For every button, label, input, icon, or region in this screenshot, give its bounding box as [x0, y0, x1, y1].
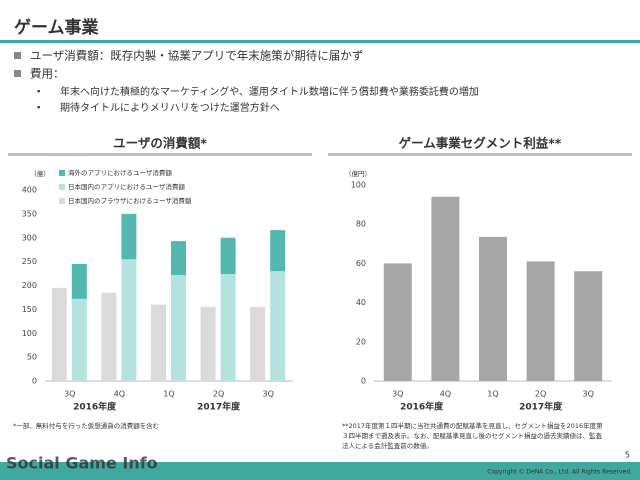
group-label: 2016年度	[400, 401, 444, 413]
legend-label: 海外のアプリにおけるユーザ消費額	[68, 168, 172, 177]
legend-label: 日本国内のアプリにおけるユーザ消費額	[68, 182, 185, 191]
y-tick-label: 80	[356, 220, 366, 229]
x-tick-label: 4Q	[440, 390, 451, 399]
page-number: 5	[625, 451, 630, 460]
y-tick-label: 0	[361, 377, 366, 386]
y-tick-label: 150	[22, 305, 37, 314]
unit-label: （億円）	[345, 169, 371, 178]
bar	[431, 196, 460, 381]
bar-segment	[71, 298, 87, 381]
bar-segment	[121, 259, 137, 381]
y-tick-label: 100	[22, 329, 37, 338]
bar-segment	[220, 237, 236, 275]
y-tick-label: 50	[27, 353, 37, 362]
chart-title: ゲーム事業セグメント利益**	[399, 136, 562, 151]
title-rule	[0, 40, 640, 43]
bullet: 費用：	[30, 67, 65, 81]
x-tick-label: 3Q	[583, 390, 594, 399]
y-tick-label: 300	[22, 233, 37, 242]
y-tick-label: 350	[22, 209, 37, 218]
x-tick-label: 1Q	[487, 390, 498, 399]
footnote: **2017年度第１四半期に当社共通費の配賦基準を見直し、セグメント損益を201…	[342, 421, 603, 430]
x-tick-label: 3Q	[392, 390, 403, 399]
bullet-icon	[14, 70, 21, 77]
bar	[574, 271, 603, 381]
x-tick-label: 2Q	[535, 390, 546, 399]
unit-label: （億）	[30, 169, 50, 178]
sub-bullet: 年末へ向けた積極的なマーケティングや、運用タイトル数増に伴う償却費や業務委託費の…	[60, 85, 479, 98]
bar	[151, 304, 166, 381]
y-tick-label: 250	[22, 257, 37, 266]
bullet-icon	[14, 52, 21, 59]
bar-segment	[171, 274, 186, 381]
x-tick-label: 2Q	[213, 390, 224, 399]
group-label: 2017年度	[197, 401, 241, 413]
y-tick-label: 100	[351, 181, 366, 190]
footnote: ３四半期まで遡及表示。なお、配賦基準見直し後のセグメント損益の過去実績値は、監査	[342, 431, 603, 440]
y-tick-label: 0	[32, 377, 37, 386]
sub-bullet-dot: •	[36, 104, 41, 114]
bar-segment	[270, 271, 286, 381]
bar	[101, 292, 117, 381]
x-tick-label: 3Q	[64, 390, 75, 399]
title-rule	[8, 153, 312, 156]
sub-bullet-dot: •	[36, 88, 41, 98]
bar-segment	[71, 264, 87, 299]
title-rule	[328, 153, 632, 156]
copyright: Copyright © DeNA Co., Ltd. All Rights Re…	[487, 469, 632, 476]
y-tick-label: 20	[356, 337, 366, 346]
group-label: 2017年度	[519, 401, 563, 413]
footnote: *一部、無料付与を行った仮想通貨の消費額を含む	[13, 421, 159, 430]
bar-segment	[121, 213, 137, 260]
legend-swatch	[59, 184, 65, 190]
y-tick-label: 40	[356, 298, 366, 307]
bar	[200, 306, 216, 381]
bar-segment	[270, 230, 286, 272]
slide-title: ゲーム事業	[14, 17, 99, 38]
bar-segment	[171, 241, 186, 275]
legend-label: 日本国内のブラウザにおけるユーザ消費額	[68, 196, 192, 205]
x-tick-label: 1Q	[163, 390, 174, 399]
chart-title: ユーザの消費額*	[113, 136, 207, 151]
y-tick-label: 400	[22, 186, 37, 195]
x-tick-label: 3Q	[263, 390, 274, 399]
legend-swatch	[59, 170, 65, 176]
bar	[51, 287, 67, 381]
y-tick-label: 200	[22, 281, 37, 290]
bar	[479, 236, 507, 381]
bar-segment	[220, 274, 236, 381]
group-label: 2016年度	[73, 401, 117, 413]
footnote: 法人による会計監査前の数値。	[342, 441, 433, 450]
y-tick-label: 60	[356, 259, 366, 268]
sub-bullet: 期待タイトルによりメリハリをつけた運営方針へ	[60, 101, 280, 114]
bar	[383, 263, 412, 381]
bar	[526, 261, 555, 381]
watermark: Social Game Info	[6, 454, 158, 473]
footer-bar	[0, 462, 640, 480]
x-tick-label: 4Q	[114, 390, 125, 399]
bar	[250, 306, 266, 381]
bullet: ユーザ消費額：既存内製・協業アプリで年末施策が期待に届かず	[30, 49, 363, 63]
legend-swatch	[59, 198, 65, 204]
